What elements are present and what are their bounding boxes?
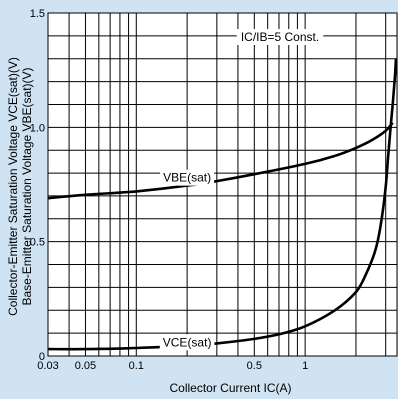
tick-labels: 0.03 0.05 0.1 0.5 1 0 0.5 1.0 1.5 [30,8,308,372]
series-label: VBE(sat) [163,171,211,185]
series-line-vbe-sat [47,121,394,200]
curve-labels: VBE(sat) VCE(sat) [159,169,215,351]
plot-frame [47,12,398,357]
plot-area [48,13,397,356]
x-tick-label: 1 [302,360,308,372]
y-tick-label: 0.5 [30,237,45,249]
x-tick-label: 0.5 [247,360,262,372]
x-tick-label: 0.1 [129,360,144,372]
x-tick-label: 0.03 [37,360,58,372]
y-tick-label: 1.5 [30,8,45,20]
y-axis-title-line-1: Collector-Emitter Saturation Voltage VCE… [6,57,20,316]
series-label-background [159,334,215,351]
x-axis-title: Collector Current IC(A) [169,381,291,395]
annotation-text: IC/IB=5 Const. [241,30,319,44]
series-label-background [160,169,215,186]
y-tick-label: 1.0 [30,122,45,134]
y-tick-label: 0 [39,351,45,363]
x-tick-label: 0.05 [75,360,96,372]
grid [48,13,397,356]
series-label: VCE(sat) [163,335,212,349]
y-axis-title-line-2: Base-Emitter Saturation Voltage VBE(sat)… [20,67,34,305]
annotation-box: IC/IB=5 Const. [236,29,324,45]
